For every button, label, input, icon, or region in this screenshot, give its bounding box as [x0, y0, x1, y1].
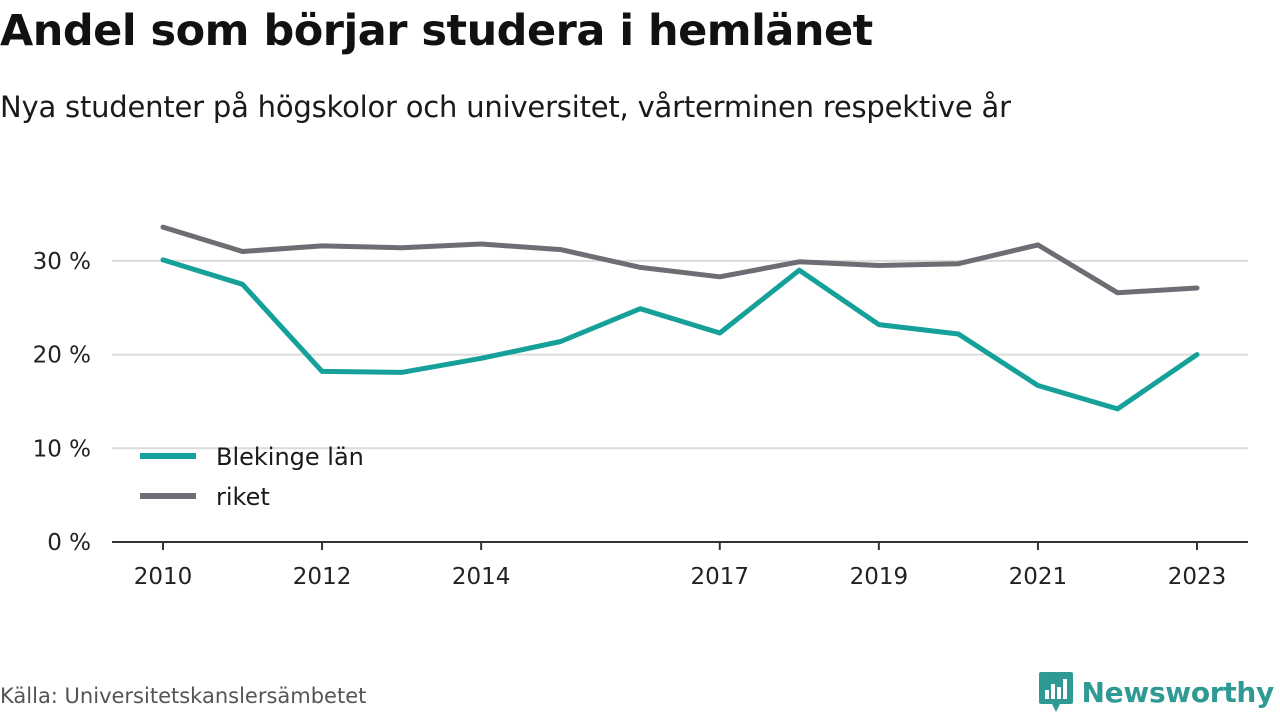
line-chart: 0 % 10 % 20 % 30 % 2010 2012 2014 2017 2019 2021… [33, 224, 1248, 590]
series-line [160, 257, 1200, 412]
y-tick-label: 0 % [47, 530, 91, 556]
x-axis: 2010 2012 2014 2017 2019 2021 2023 [112, 541, 1248, 590]
x-tick-label: 2017 [690, 564, 749, 590]
legend-label: Blekinge län [216, 443, 364, 471]
y-tick-label: 30 % [33, 249, 91, 275]
chart-subtitle: Nya studenter på högskolor och universit… [0, 90, 1011, 124]
grid-lines [112, 259, 1248, 450]
brand-name: Newsworthy [1081, 675, 1275, 709]
source-note: Källa: Universitetskanslersämbetet [0, 684, 367, 708]
x-tick-label: 2012 [293, 564, 352, 590]
y-tick-label: 20 % [33, 343, 91, 369]
x-tick-label: 2023 [1168, 564, 1227, 590]
series-line [160, 224, 1200, 296]
x-tick-label: 2010 [134, 564, 193, 590]
chart-title: Andel som börjar studera i hemlänet [0, 6, 873, 56]
brand-logo: Newsworthy [1038, 670, 1274, 714]
legend-label: riket [216, 483, 270, 511]
series-lines [160, 224, 1200, 412]
x-tick-label: 2014 [452, 564, 511, 590]
x-tick-label: 2021 [1009, 564, 1068, 590]
bar-chart-pin-icon [1038, 672, 1073, 712]
y-axis-ticks: 0 % 10 % 20 % 30 % [33, 249, 91, 556]
y-tick-label: 10 % [33, 436, 91, 462]
x-tick-label: 2019 [850, 564, 909, 590]
legend: Blekinge län riket [140, 443, 364, 511]
